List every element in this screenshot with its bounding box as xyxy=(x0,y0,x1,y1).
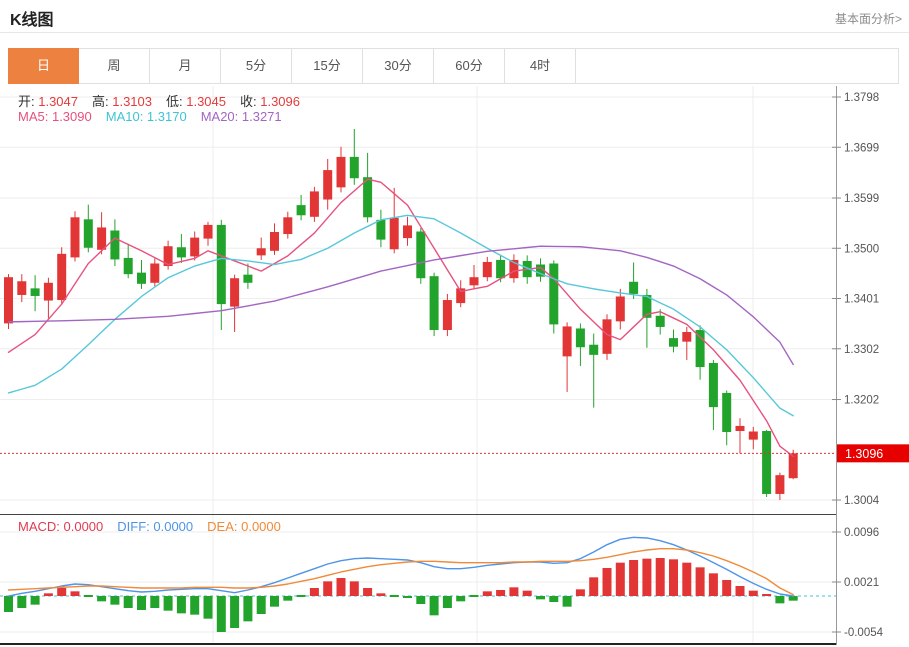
ohlc-item-0: 开: 1.3047 xyxy=(18,94,78,109)
kline-chart-canvas[interactable] xyxy=(0,86,836,643)
macd-legend: MACD: 0.0000 DIFF: 0.0000 DEA: 0.0000 xyxy=(18,519,295,534)
axis-tick-label: -0.0054 xyxy=(844,627,884,639)
axis-tick-label: 1.3401 xyxy=(844,294,879,306)
current-price-badge-label: 1.3096 xyxy=(845,447,883,461)
tab-30min[interactable]: 30分 xyxy=(363,49,434,83)
axis-tick-label: 1.3699 xyxy=(844,142,879,154)
tab-15min[interactable]: 15分 xyxy=(292,49,363,83)
axis-tick-label: 1.3202 xyxy=(844,395,879,407)
macd-item-0: MACD: 0.0000 xyxy=(18,519,104,534)
tab-month[interactable]: 月 xyxy=(150,49,221,83)
tab-4hour[interactable]: 4时 xyxy=(505,49,576,83)
axis-tick-label: 0.0021 xyxy=(844,577,879,589)
ma-item-2: MA20: 1.3271 xyxy=(200,109,282,124)
page-title: K线图 xyxy=(10,12,54,29)
header-divider xyxy=(0,32,909,33)
ohlc-item-3: 收: 1.3096 xyxy=(240,94,300,109)
ma-item-1: MA10: 1.3170 xyxy=(105,109,187,124)
axis-tick-label: 1.3500 xyxy=(844,243,879,255)
axis-tick-label: 1.3004 xyxy=(844,495,880,507)
ma-legend: MA5: 1.3090 MA10: 1.3170 MA20: 1.3271 xyxy=(18,109,296,124)
macd-item-1: DIFF: 0.0000 xyxy=(117,519,194,534)
axis-tick-label: 1.3302 xyxy=(844,344,879,356)
tab-day[interactable]: 日 xyxy=(8,48,79,84)
tab-60min[interactable]: 60分 xyxy=(434,49,505,83)
ohlc-item-1: 高: 1.3103 xyxy=(92,94,152,109)
tab-week[interactable]: 周 xyxy=(79,49,150,83)
axis-tick-label: 1.3599 xyxy=(844,193,879,205)
current-price-badge xyxy=(837,444,909,463)
axis-tick-label: 0.0096 xyxy=(844,527,879,539)
macd-item-2: DEA: 0.0000 xyxy=(207,519,281,534)
interval-tabbar: 日周月 5分 15分 30分 60分 4时 xyxy=(8,48,899,84)
ohlc-item-2: 低: 1.3045 xyxy=(166,94,226,109)
ma-item-0: MA5: 1.3090 xyxy=(18,109,92,124)
axis-tick-label: 1.3798 xyxy=(844,92,879,104)
ohlc-legend: 开: 1.3047 高: 1.3103 低: 1.3045 收: 1.3096 xyxy=(18,91,314,110)
fundamental-analysis-link[interactable]: 基本面分析> xyxy=(834,12,902,26)
tab-5min[interactable]: 5分 xyxy=(221,49,292,83)
